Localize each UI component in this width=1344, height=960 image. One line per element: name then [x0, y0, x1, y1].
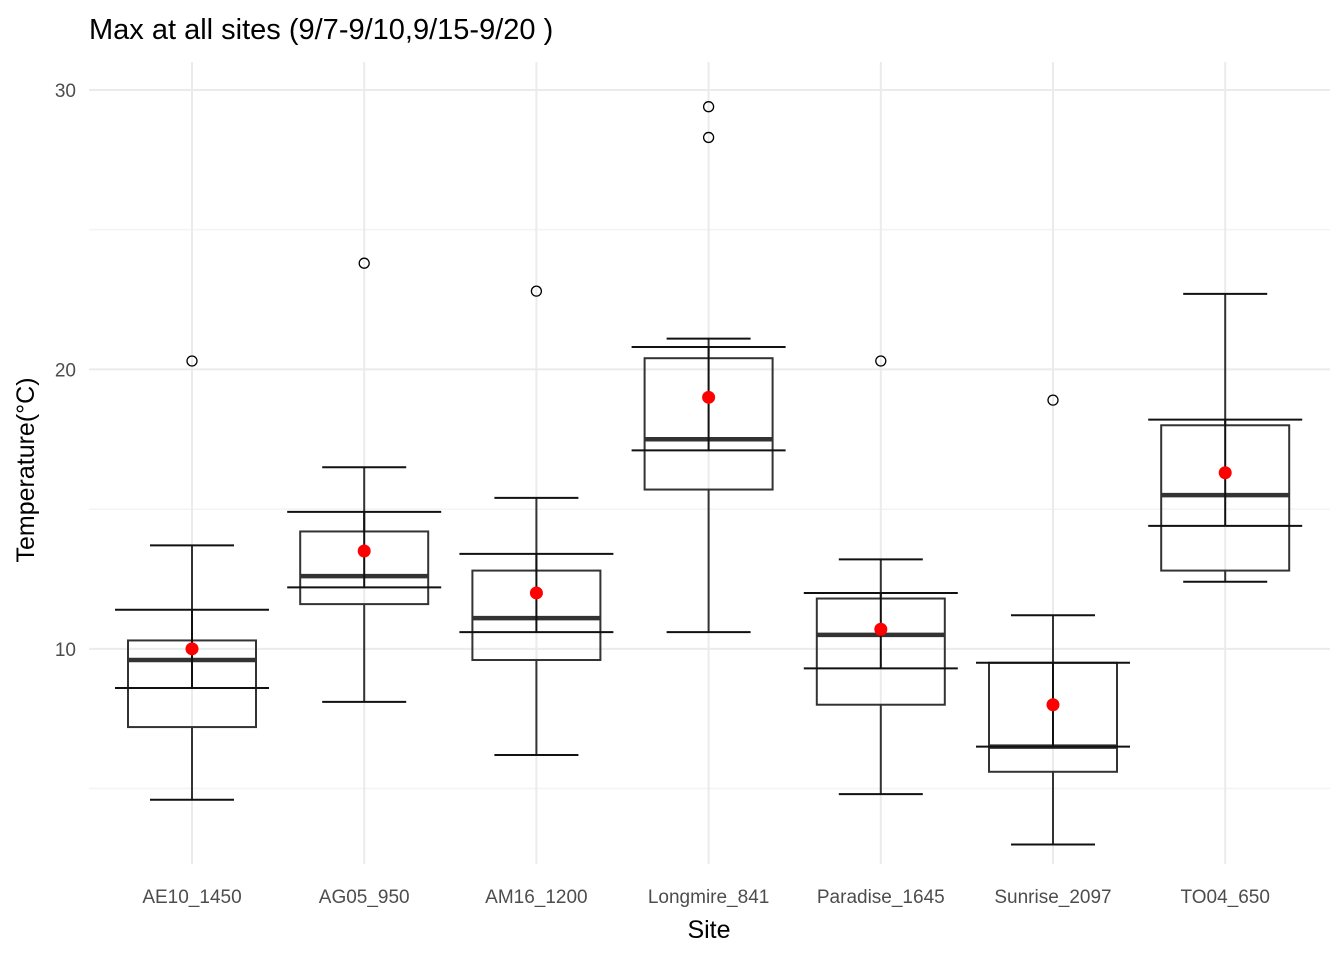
x-tick-label: Paradise_1645: [817, 887, 945, 908]
outlier-point: [530, 285, 543, 297]
x-tick-label: AG05_950: [319, 887, 410, 908]
box-group-ag05-950: [287, 257, 442, 703]
plot-marks: [115, 101, 1303, 846]
box-group-am16-1200: [459, 285, 614, 757]
mean-point: [1046, 698, 1060, 712]
x-axis-title: Site: [687, 916, 730, 944]
y-tick-label: 10: [55, 640, 76, 661]
box-group-longmire-841: [631, 101, 786, 634]
box-group-paradise-1645: [803, 355, 958, 796]
mean-point: [874, 622, 888, 636]
x-tick-label: Longmire_841: [648, 887, 769, 908]
axes: 10 20 30 AE10_1450 AG05_950 AM16_1200 Longmire…: [55, 81, 1270, 908]
mean-point: [529, 586, 543, 600]
outlier-point: [1047, 394, 1059, 406]
x-tick-label: TO04_650: [1180, 887, 1269, 908]
x-tick-label: AE10_1450: [142, 887, 241, 908]
outlier-point: [186, 355, 198, 367]
outlier-point: [702, 101, 715, 113]
mean-point: [357, 544, 371, 558]
outlier-point: [875, 355, 887, 367]
box-group-sunrise-2097: [976, 394, 1130, 846]
x-tick-label: Sunrise_2097: [994, 887, 1111, 908]
outlier-point: [702, 131, 715, 144]
mean-point: [1218, 466, 1232, 480]
y-axis-title: Temperature(°C): [12, 377, 40, 562]
x-tick-label: AM16_1200: [485, 887, 587, 908]
box-group-to04-650: [1148, 292, 1303, 583]
box-group-ae10-1450: [115, 355, 269, 801]
mean-point: [702, 390, 716, 404]
y-tick-label: 20: [55, 360, 76, 381]
outlier-point: [358, 257, 370, 269]
mean-point: [185, 642, 199, 656]
chart-title: Max at all sites (9/7-9/10,9/15-9/20 ): [89, 14, 553, 46]
y-tick-label: 30: [55, 81, 76, 102]
